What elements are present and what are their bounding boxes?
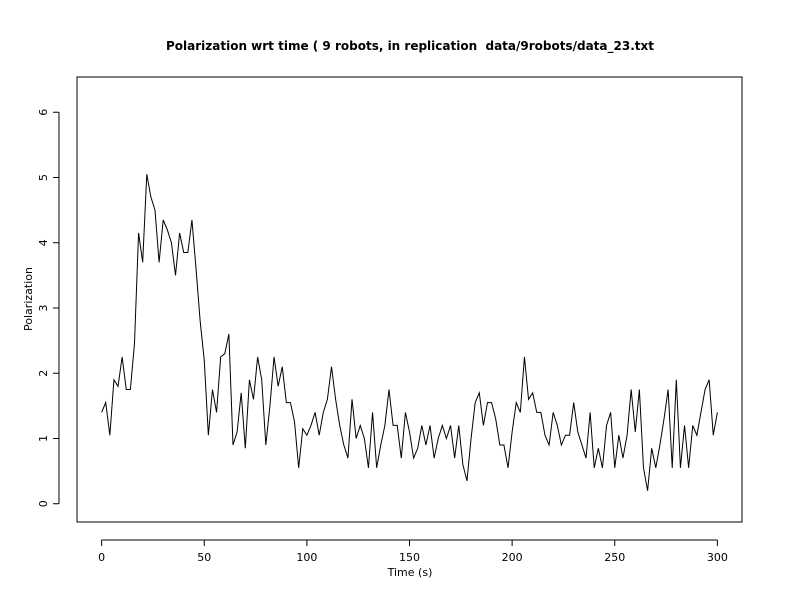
y-axis-label: Polarization — [22, 267, 35, 331]
x-tick-label: 50 — [197, 551, 211, 564]
y-tick-label: 2 — [37, 370, 50, 377]
x-tick-label: 100 — [296, 551, 317, 564]
y-tick-label: 4 — [37, 239, 50, 246]
x-axis-label: Time (s) — [387, 566, 433, 579]
plot-box — [76, 76, 743, 523]
y-tick-label: 6 — [37, 109, 50, 116]
x-tick-label: 150 — [399, 551, 420, 564]
x-tick-label: 0 — [98, 551, 105, 564]
y-tick-label: 1 — [37, 435, 50, 442]
chart-title: Polarization wrt time ( 9 robots, in rep… — [166, 39, 654, 54]
x-tick-label: 250 — [604, 551, 625, 564]
x-tick-label: 300 — [707, 551, 728, 564]
y-tick-label: 0 — [37, 500, 50, 507]
y-tick-label: 3 — [37, 304, 50, 311]
y-tick-label: 5 — [37, 174, 50, 181]
x-tick-label: 200 — [502, 551, 523, 564]
data-line — [101, 174, 718, 491]
